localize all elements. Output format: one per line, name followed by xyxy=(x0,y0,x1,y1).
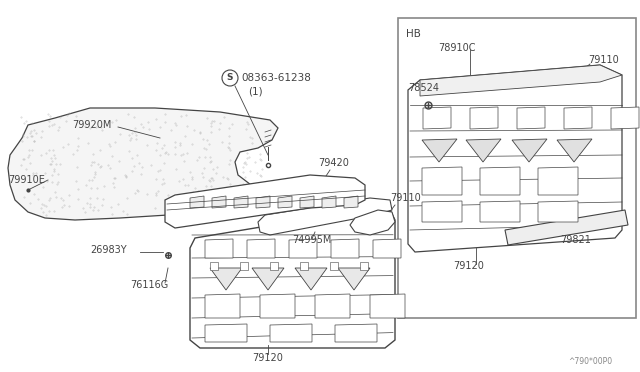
Text: 79920M: 79920M xyxy=(72,120,111,130)
Text: S: S xyxy=(227,74,233,83)
Polygon shape xyxy=(408,65,622,252)
Text: 78910C: 78910C xyxy=(438,43,476,53)
Polygon shape xyxy=(212,196,226,208)
Polygon shape xyxy=(466,139,501,162)
Polygon shape xyxy=(300,262,308,270)
Polygon shape xyxy=(350,210,395,235)
Polygon shape xyxy=(480,201,520,222)
Text: 74995M: 74995M xyxy=(292,235,332,245)
Polygon shape xyxy=(247,239,275,258)
Text: 79120: 79120 xyxy=(453,261,484,271)
Polygon shape xyxy=(252,268,284,290)
Polygon shape xyxy=(165,175,365,228)
Polygon shape xyxy=(538,167,578,195)
Text: 79821: 79821 xyxy=(560,235,591,245)
Polygon shape xyxy=(190,208,395,348)
Text: 79120: 79120 xyxy=(253,353,284,363)
Polygon shape xyxy=(422,139,457,162)
Polygon shape xyxy=(611,107,639,129)
Polygon shape xyxy=(300,196,314,208)
Polygon shape xyxy=(335,324,377,342)
Polygon shape xyxy=(564,107,592,129)
Polygon shape xyxy=(260,294,295,318)
Polygon shape xyxy=(505,210,628,245)
Polygon shape xyxy=(270,262,278,270)
Bar xyxy=(398,18,636,318)
Polygon shape xyxy=(373,239,401,258)
Polygon shape xyxy=(422,167,462,195)
Polygon shape xyxy=(8,108,278,220)
Text: 26983Y: 26983Y xyxy=(90,245,127,255)
Polygon shape xyxy=(295,268,327,290)
Polygon shape xyxy=(210,268,242,290)
Polygon shape xyxy=(330,262,338,270)
Text: 79110: 79110 xyxy=(588,55,619,65)
Polygon shape xyxy=(240,262,248,270)
Text: (1): (1) xyxy=(248,87,262,97)
Polygon shape xyxy=(205,239,233,258)
Polygon shape xyxy=(422,201,462,222)
Polygon shape xyxy=(258,198,392,235)
Polygon shape xyxy=(557,139,592,162)
Polygon shape xyxy=(205,294,240,318)
Polygon shape xyxy=(331,239,359,258)
Text: ^790*00P0: ^790*00P0 xyxy=(568,357,612,366)
Polygon shape xyxy=(370,294,405,318)
Text: 79910E: 79910E xyxy=(8,175,45,185)
Polygon shape xyxy=(360,262,368,270)
Polygon shape xyxy=(517,107,545,129)
Polygon shape xyxy=(210,262,218,270)
Polygon shape xyxy=(322,196,336,208)
Polygon shape xyxy=(512,139,547,162)
Text: 79420: 79420 xyxy=(318,158,349,168)
Polygon shape xyxy=(256,196,270,208)
Polygon shape xyxy=(205,324,247,342)
Polygon shape xyxy=(278,196,292,208)
Circle shape xyxy=(222,70,238,86)
Polygon shape xyxy=(270,324,312,342)
Polygon shape xyxy=(289,239,317,258)
Polygon shape xyxy=(423,107,451,129)
Text: 78524: 78524 xyxy=(408,83,439,93)
Text: 08363-61238: 08363-61238 xyxy=(241,73,311,83)
Polygon shape xyxy=(470,107,498,129)
Polygon shape xyxy=(344,196,358,208)
Polygon shape xyxy=(190,196,204,208)
Text: 76116G: 76116G xyxy=(130,280,168,290)
Text: HB: HB xyxy=(406,29,421,39)
Polygon shape xyxy=(538,201,578,222)
Polygon shape xyxy=(338,268,370,290)
Text: 79110: 79110 xyxy=(390,193,420,203)
Polygon shape xyxy=(234,196,248,208)
Polygon shape xyxy=(480,167,520,195)
Polygon shape xyxy=(420,65,622,96)
Polygon shape xyxy=(315,294,350,318)
